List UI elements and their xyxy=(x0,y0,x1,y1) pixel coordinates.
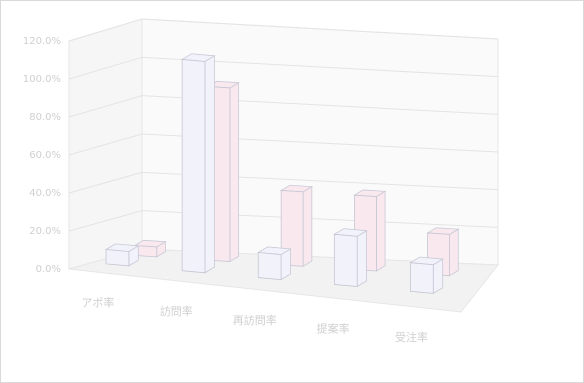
bar xyxy=(409,256,444,295)
bar-front xyxy=(333,233,358,287)
bar-side xyxy=(356,230,367,288)
bar xyxy=(333,228,368,288)
x-tick-label: 受注率 xyxy=(395,330,428,344)
bar xyxy=(104,243,140,267)
y-tick-label: 100.0% xyxy=(23,74,61,85)
y-tick-label: 20.0% xyxy=(29,226,61,237)
x-tick-label: 再訪問率 xyxy=(233,313,277,327)
y-axis-ticks: 0.0% 20.0% 40.0% 60.0% 80.0% 100.0% 120.0% xyxy=(23,36,61,275)
bar-side xyxy=(204,55,215,274)
gridline-side xyxy=(68,210,143,232)
bar-front xyxy=(105,249,130,267)
bar-front xyxy=(280,190,304,267)
bar-front xyxy=(410,262,434,294)
bar-side xyxy=(375,190,386,272)
y-tick-label: 40.0% xyxy=(29,188,61,199)
bar xyxy=(133,239,167,258)
y-tick-label: 60.0% xyxy=(29,150,61,161)
gridline-side xyxy=(68,95,143,118)
gridline-side xyxy=(68,56,143,80)
x-tick-label: 提案率 xyxy=(317,321,350,335)
chart-bars xyxy=(104,53,460,295)
x-tick-label: 訪問率 xyxy=(160,304,193,318)
bar xyxy=(279,184,314,267)
x-tick-label: アポ率 xyxy=(81,296,114,310)
y-tick-label: 120.0% xyxy=(23,36,61,47)
bar-front xyxy=(181,58,206,274)
y-tick-label: 80.0% xyxy=(29,112,61,123)
bar-side xyxy=(302,185,313,267)
gridline-side xyxy=(68,133,143,156)
bar xyxy=(256,246,292,281)
bar-side xyxy=(449,228,459,277)
y-tick-label: 0.0% xyxy=(36,264,61,275)
bar-side xyxy=(229,82,240,263)
bar-front xyxy=(257,252,282,281)
gridline-side xyxy=(68,171,143,194)
gridline-back xyxy=(141,18,499,40)
bar xyxy=(180,53,216,274)
gridline-side xyxy=(68,18,143,42)
